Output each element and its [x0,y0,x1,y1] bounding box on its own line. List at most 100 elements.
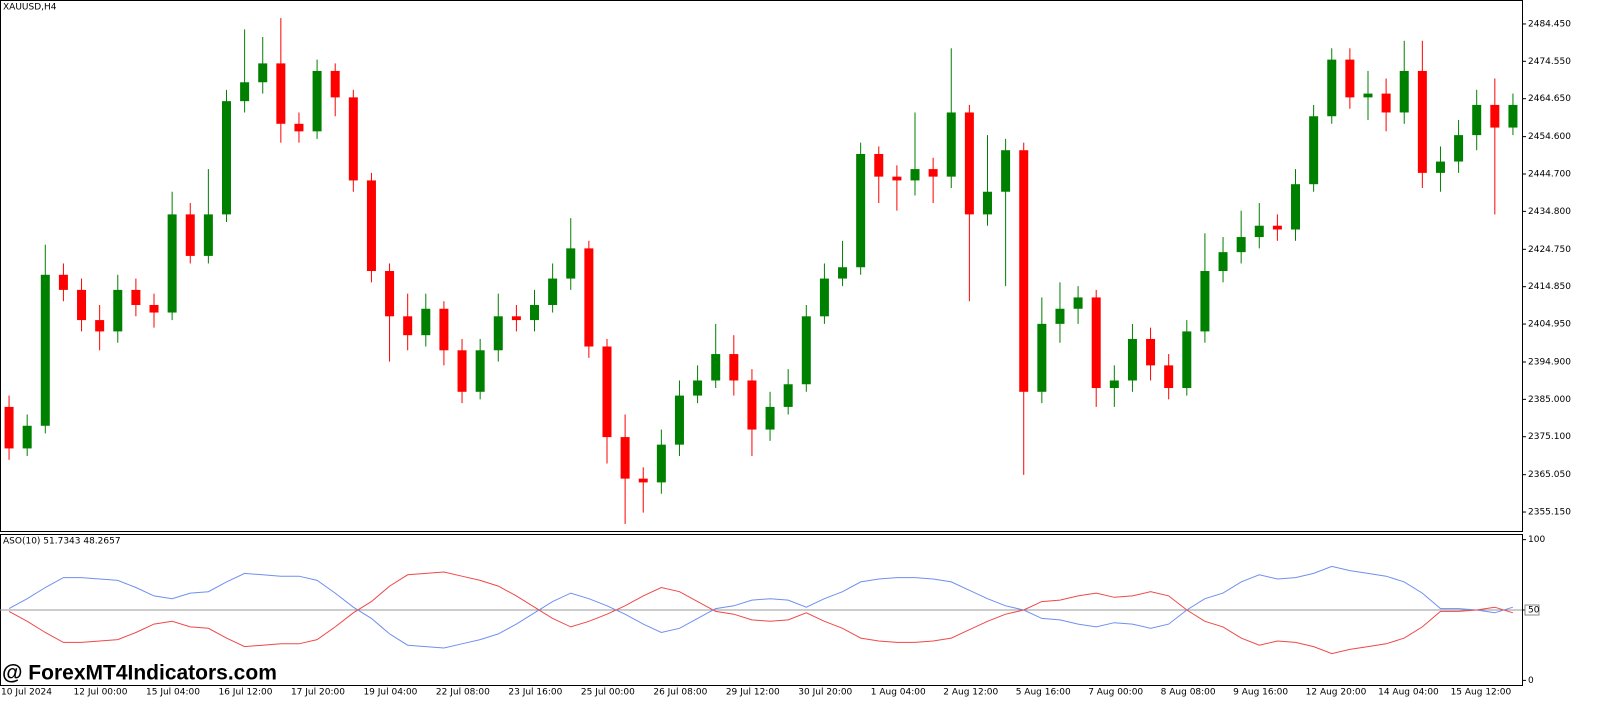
candle-body [656,444,666,483]
candle-body [294,123,304,132]
candle-body [276,63,286,124]
candle-body [366,180,376,272]
candle-body [892,176,902,181]
candle-body [1200,271,1210,332]
candle-body [1236,237,1246,253]
candle-body [566,248,576,279]
x-tick-label: 19 Jul 04:00 [363,688,417,698]
x-tick-label: 25 Jul 00:00 [581,688,635,698]
indicator-line [8,565,1514,649]
candle-body [385,271,395,317]
candle-body [240,82,250,102]
y-tick-label: 50 [1528,606,1540,616]
candle-body [1291,184,1301,230]
candle-body [928,169,938,177]
candle-body [638,478,648,483]
x-tick-label: 23 Jul 16:00 [508,688,562,698]
candle-body [203,214,213,256]
candle-body [1363,93,1373,98]
candle-body [1019,150,1029,392]
candle-body [258,63,268,83]
candle-body [982,191,992,215]
x-tick-label: 22 Jul 08:00 [436,688,490,698]
candle-body [819,278,829,317]
candle-body [856,153,866,268]
candle-body [729,354,739,381]
candle-body [838,267,848,279]
candle-body [475,350,485,392]
candle-body [1254,225,1264,238]
candle-body [1182,331,1192,389]
candle-body [185,214,195,256]
candle-body [22,425,32,449]
x-tick-label: 26 Jul 08:00 [653,688,707,698]
candle-body [457,350,467,392]
candle-body [403,316,413,336]
candle-body [747,380,757,430]
candle-body [1146,338,1156,366]
y-tick-label: 2454.600 [1528,132,1571,142]
candle-body [783,384,793,407]
y-tick-label: 2355.150 [1528,508,1571,518]
y-tick-box [1524,604,1540,616]
candle-body [1073,297,1083,309]
candle-body [1435,161,1445,173]
candle-body [77,289,87,321]
candle-body [58,274,68,290]
x-tick-label: 29 Jul 12:00 [726,688,780,698]
candle-body [131,289,141,305]
candle-body [113,289,123,332]
y-tick-label: 2434.800 [1528,207,1571,217]
x-tick-label: 12 Aug 20:00 [1306,688,1367,698]
candle-body [167,214,177,313]
candle-body [312,70,322,132]
y-tick-label: 2385.000 [1528,395,1571,405]
y-tick-label: 2464.650 [1528,94,1571,104]
x-tick-label: 14 Aug 04:00 [1378,688,1439,698]
x-tick-label: 17 Jul 20:00 [291,688,345,698]
candle-body [95,320,105,332]
candle-body [330,70,340,98]
candle-body [1055,308,1065,324]
x-tick-label: 10 Jul 2024 [1,688,52,698]
candle-body [1327,59,1337,117]
candle-body [584,248,594,347]
candle-body [1399,70,1409,113]
candle-body [1164,365,1174,389]
candle-body [674,395,684,445]
candle-body [1272,225,1282,230]
candle-body [1490,104,1500,128]
y-tick-label: 2484.450 [1528,19,1571,29]
candle-body [1001,150,1011,192]
candle-body [964,112,974,215]
price-panel-border [0,0,1523,532]
candle-body [40,274,50,426]
candle-body [1037,323,1047,392]
candle-body [1309,116,1319,185]
candle-body [4,406,14,449]
candle-body [421,308,431,336]
x-tick-label: 5 Aug 16:00 [1016,688,1071,698]
candle-body [801,316,811,385]
candle-body [765,406,775,430]
candle-body [1381,93,1391,113]
candle-body [602,346,612,438]
x-tick-label: 1 Aug 04:00 [871,688,926,698]
candle-body [1345,59,1355,98]
y-tick-label: 100 [1528,535,1545,545]
candle-body [493,316,503,351]
y-tick-label: 2394.900 [1528,357,1571,367]
chart-title: XAUUSD,H4 [3,3,57,13]
candle-body [874,153,884,177]
candle-body [711,354,721,381]
candle-body [910,169,920,181]
y-tick-label: 2424.750 [1528,245,1571,255]
indicator-line [8,571,1514,655]
y-tick-label: 2414.850 [1528,282,1571,292]
candle-body [946,112,956,177]
candle-body [1218,252,1228,272]
candle-body [348,97,358,181]
x-tick-label: 8 Aug 08:00 [1161,688,1216,698]
y-tick-label: 2365.050 [1528,470,1571,480]
